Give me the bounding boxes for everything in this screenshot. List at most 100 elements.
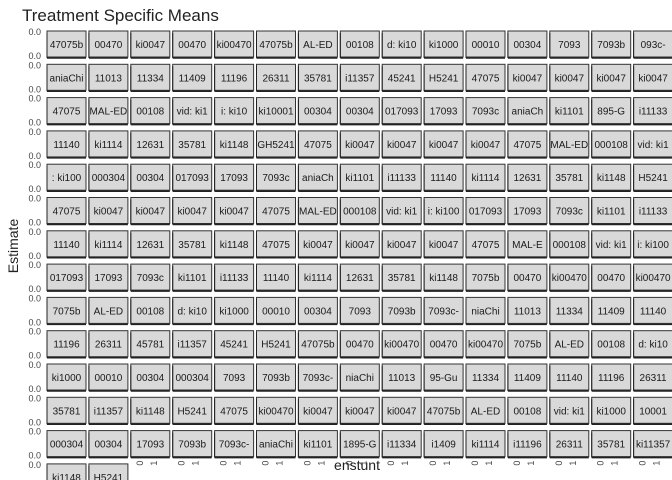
facet-panel: 17093 [214, 163, 255, 192]
facet-strip [465, 330, 506, 358]
facet-panel: 35781 [381, 263, 422, 292]
facet-strip [549, 296, 590, 324]
facet-strip-label: 47075 [262, 207, 290, 218]
chart-title: Treatment Specific Means [22, 6, 219, 25]
facet-strip-label: ki0047 [471, 140, 501, 151]
facet-strip-label: 00470 [513, 273, 541, 284]
facet-strip-label: ki1114 [472, 173, 500, 184]
facet-panel: ki1148 [214, 130, 255, 159]
facet-panel: 45241 [214, 330, 255, 359]
facet-strip [46, 396, 87, 424]
facet-strip [130, 430, 171, 458]
facet-panel: vid: ki1 [591, 230, 632, 259]
facet-strip [465, 197, 506, 224]
facet-strip-label: AL-ED [555, 340, 584, 351]
facet-strip [172, 63, 213, 91]
facet-strip [423, 263, 464, 291]
facet-panel: 47075 [465, 63, 506, 93]
facet-strip-label: 45241 [388, 73, 416, 84]
facet-strip [591, 330, 632, 358]
facet-strip [339, 163, 380, 191]
facet-panel: 00470 [591, 263, 632, 292]
facet-strip-label: aniaCh [512, 107, 544, 118]
facet-panel: 000108 [549, 230, 590, 259]
facet-panel: 00108 [130, 97, 171, 126]
facet-panel: 11196 [591, 363, 632, 392]
facet-strip-label: 00108 [597, 340, 625, 351]
facet-panel: 00470 [423, 330, 464, 359]
facet-strip [633, 63, 672, 91]
facet-strip-label: 11334 [472, 373, 500, 384]
facet-panel: 00470 [88, 30, 129, 59]
facet-strip-label: H5241 [94, 473, 124, 480]
facet-strip-label: ki0047 [638, 73, 668, 84]
facet-strip-label: 10001 [639, 406, 667, 417]
x-tick-label: 0 [261, 461, 271, 466]
facet-strip-label: niaChi [346, 373, 374, 384]
facet-strip [297, 197, 338, 224]
facet-strip-label: 7093c- [219, 440, 250, 451]
facet-panel: aniaCh [297, 163, 338, 192]
facet-strip-label: ki0047 [345, 406, 375, 417]
facet-panel: 7093 [214, 363, 255, 392]
facet-panel: ki1101 [172, 263, 213, 292]
facet-strip-label: 7093 [349, 306, 372, 317]
facet-strip [214, 363, 255, 391]
facet-strip [130, 63, 171, 91]
x-tick-label: 1 [316, 461, 326, 466]
y-tick-label: 0.0 [28, 351, 41, 361]
facet-panel: 00108 [507, 396, 548, 426]
facet-strip-label: 017093 [176, 173, 210, 184]
facet-strip [381, 97, 422, 125]
facet-strip [172, 330, 213, 358]
facet-strip [381, 63, 422, 91]
facet-strip-label: 11140 [53, 140, 80, 151]
facet-panel: ki11357 [633, 430, 672, 459]
facet-strip [465, 163, 506, 191]
facet-panel: 47075 [256, 230, 296, 259]
facet-strip [297, 97, 338, 125]
facet-strip [214, 396, 255, 424]
facet-panel: 00304 [297, 97, 338, 126]
facet-strip-label: 47075 [472, 73, 500, 84]
facet-strip-label: i: ki100 [637, 240, 669, 251]
facet-panel: ki00470 [256, 396, 296, 426]
facet-strip [633, 330, 672, 358]
facet-panel: 00304 [88, 430, 129, 459]
facet-strip-label: ki0047 [303, 406, 333, 417]
facet-strip-label: ki0047 [429, 140, 459, 151]
facet-strip [507, 30, 548, 58]
y-tick-label: 0.0 [28, 317, 41, 327]
facet-strip-label: 895-G [597, 107, 625, 118]
facet-strip-label: ki0047 [387, 140, 417, 151]
facet-panel: ki00470 [465, 330, 506, 359]
facet-strip [172, 263, 213, 291]
facet-panel: ki0047 [423, 130, 464, 159]
facet-strip [256, 30, 296, 58]
facet-panel: 47075 [256, 197, 296, 226]
facet-panel: 11013 [507, 296, 548, 326]
facet-panel: 26311 [633, 363, 672, 392]
facet-panel: d: ki10 [633, 330, 672, 359]
facet-panel: 11334 [465, 363, 506, 392]
facet-strip [549, 30, 590, 58]
facet-strip-label: ki1000 [52, 373, 82, 384]
x-tick-label: 1 [442, 461, 452, 466]
facet-strip-label: 47075 [220, 406, 248, 417]
facet-strip-label: d: ki10 [387, 40, 417, 51]
facet-strip-label: AL-ED [303, 40, 332, 51]
facet-panel: 00304 [130, 163, 171, 192]
facet-strip-label: 11409 [514, 373, 542, 384]
facet-strip-label: 000108 [553, 240, 587, 251]
facet-strip-label: ki00470 [217, 40, 252, 51]
facet-strip [423, 130, 464, 158]
facet-panel: 00470 [507, 263, 548, 292]
facet-strip-label: 00304 [304, 306, 332, 317]
facet-panel: i11357 [172, 330, 213, 359]
facet-strip-label: MAL-ED [299, 207, 337, 218]
facet-panel: ki0047 [381, 230, 422, 259]
facet-strip-label: 00010 [94, 373, 122, 384]
facet-panel: 35781 [591, 430, 632, 459]
x-tick-label: 0 [512, 461, 522, 466]
